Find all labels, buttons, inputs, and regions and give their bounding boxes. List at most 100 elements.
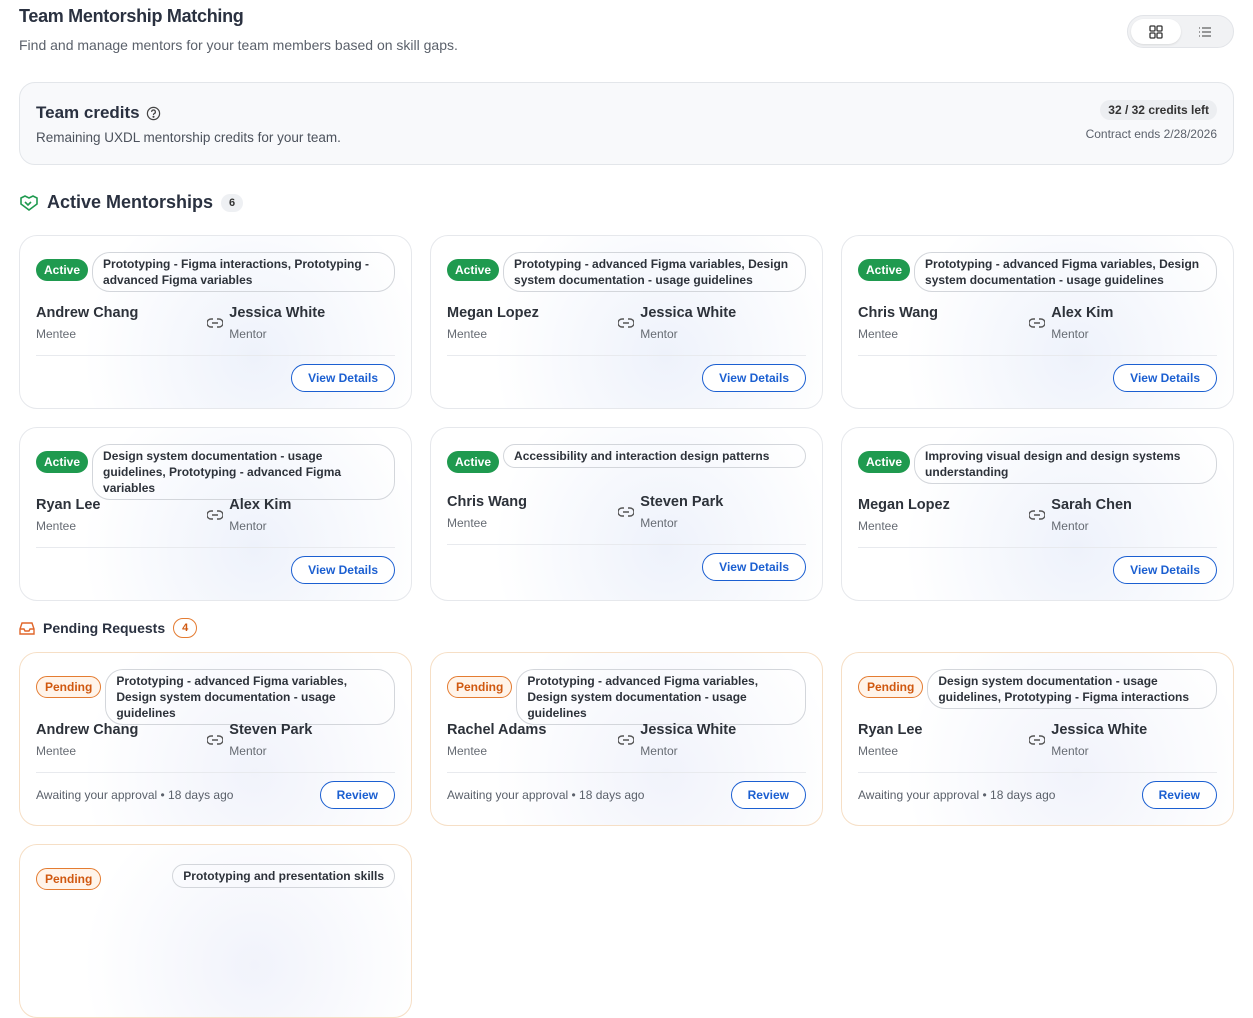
skills-tag: Design system documentation - usage guid…	[92, 444, 395, 500]
active-grid: Active Prototyping - Figma interactions, …	[19, 235, 1234, 601]
view-toggle	[1127, 15, 1234, 48]
mentor-role: Mentor	[640, 744, 678, 758]
action-button[interactable]: View Details	[291, 364, 395, 392]
count-badge: 4	[173, 618, 198, 638]
list-view-button[interactable]	[1181, 19, 1231, 44]
mentor-name: Jessica White	[1051, 722, 1148, 738]
inbox-icon	[19, 622, 35, 635]
people-row: Andrew Chang Mentee Jessica White Mentor	[36, 305, 395, 341]
link-icon	[1029, 318, 1046, 328]
skills-tag: Improving visual design and design syste…	[914, 444, 1217, 484]
mentor-name: Jessica White	[640, 722, 737, 738]
mentor: Sarah Chen Mentor	[1051, 497, 1217, 533]
mentor-name: Alex Kim	[229, 497, 292, 513]
mentorship-card: Active Improving visual design and design…	[841, 427, 1234, 601]
action-button[interactable]: View Details	[1113, 364, 1217, 392]
card-footer: View Details	[858, 355, 1217, 392]
mentee-role: Mentee	[858, 327, 899, 341]
card-footer: View Details	[447, 355, 806, 392]
people-row: Chris Wang Mentee Steven Park Mentor	[447, 494, 806, 530]
link	[1024, 318, 1052, 328]
mentor: Jessica White Mentor	[640, 305, 806, 341]
action-button[interactable]: View Details	[702, 553, 806, 581]
status-badge: Pending	[858, 676, 924, 698]
mentee: Ryan Lee Mentee	[858, 722, 1024, 758]
count-badge: 6	[221, 193, 244, 212]
people-row: Ryan Lee Mentee Jessica White Mentor	[858, 722, 1217, 758]
mentor-role: Mentor	[640, 516, 678, 530]
handshake-icon	[20, 194, 38, 211]
mentee: Rachel Adams Mentee	[447, 722, 613, 758]
link-icon	[618, 507, 635, 517]
status-badge: Active	[447, 259, 500, 281]
action-button[interactable]: View Details	[291, 556, 395, 584]
mentee-name: Andrew Chang	[36, 722, 139, 738]
mentee-name: Chris Wang	[447, 494, 528, 510]
action-button[interactable]: Review	[730, 781, 806, 809]
contract-end: Contract ends 2/28/2026	[1085, 127, 1217, 141]
active-heading: Active Mentorships 6	[19, 192, 244, 213]
mentorship-card: Pending Design system documentation - usa…	[841, 652, 1234, 826]
mentor: Steven Park Mentor	[229, 722, 395, 758]
credits-panel: Team credits Remaining UXDL mentorship c…	[19, 82, 1234, 165]
mentor-name: Alex Kim	[1051, 305, 1114, 321]
action-button[interactable]: View Details	[1113, 556, 1217, 584]
link-icon	[1029, 510, 1046, 520]
mentor-name: Sarah Chen	[1051, 497, 1132, 513]
mentee-name: Andrew Chang	[36, 305, 139, 321]
page-title: Team Mentorship Matching	[19, 6, 244, 26]
action-button[interactable]: Review	[319, 781, 395, 809]
link-icon	[207, 735, 224, 745]
mentee-role: Mentee	[447, 516, 488, 530]
mentee-role: Mentee	[858, 519, 899, 533]
card-footer: View Details	[36, 547, 395, 584]
mentorship-card: Active Prototyping - advanced Figma varia…	[430, 235, 823, 409]
status-note: Awaiting your approval • 18 days ago	[36, 788, 234, 802]
mentor-name: Steven Park	[640, 494, 724, 510]
link-icon	[1029, 735, 1046, 745]
mentee-role: Mentee	[447, 327, 488, 341]
card-header: Active Design system documentation - usag…	[36, 444, 395, 500]
status-badge: Pending	[36, 676, 102, 698]
help-icon[interactable]	[146, 106, 161, 121]
action-button[interactable]: View Details	[702, 364, 806, 392]
people-row: Ryan Lee Mentee Alex Kim Mentor	[36, 497, 395, 533]
skills-tag: Prototyping - Figma interactions, Protot…	[92, 252, 395, 292]
card-footer: View Details	[447, 544, 806, 581]
people-row: Megan Lopez Mentee Jessica White Mentor	[447, 305, 806, 341]
section-title: Pending Requests	[43, 620, 166, 636]
link-icon	[618, 318, 635, 328]
action-button[interactable]: Review	[1141, 781, 1217, 809]
status-note: Awaiting your approval • 18 days ago	[447, 788, 645, 802]
mentor: Alex Kim Mentor	[1051, 305, 1217, 341]
mentee-name: Megan Lopez	[447, 305, 539, 321]
card-header: Pending Prototyping and presentation skil…	[36, 861, 395, 890]
people-row: Megan Lopez Mentee Sarah Chen Mentor	[858, 497, 1217, 533]
link	[613, 735, 641, 745]
link-icon	[618, 735, 635, 745]
card-header: Pending Prototyping - advanced Figma vari…	[447, 669, 806, 725]
mentor-role: Mentor	[229, 327, 267, 341]
status-badge: Pending	[447, 676, 513, 698]
mentor: Alex Kim Mentor	[229, 497, 395, 533]
card-header: Active Improving visual design and design…	[858, 444, 1217, 484]
people-row: Andrew Chang Mentee Steven Park Mentor	[36, 722, 395, 758]
mentee-role: Mentee	[36, 744, 77, 758]
card-header: Pending Prototyping - advanced Figma vari…	[36, 669, 395, 725]
pending-heading: Pending Requests 4	[19, 618, 198, 638]
link	[202, 735, 230, 745]
mentor: Jessica White Mentor	[229, 305, 395, 341]
mentor: Steven Park Mentor	[640, 494, 806, 530]
mentee-name: Rachel Adams	[447, 722, 547, 738]
people-row: Chris Wang Mentee Alex Kim Mentor	[858, 305, 1217, 341]
skills-tag: Prototyping - advanced Figma variables, …	[105, 669, 395, 725]
mentee-role: Mentee	[36, 519, 77, 533]
mentor-role: Mentor	[640, 327, 678, 341]
mentee: Ryan Lee Mentee	[36, 497, 202, 533]
people-row: Rachel Adams Mentee Jessica White Mentor	[447, 722, 806, 758]
status-badge: Pending	[36, 868, 102, 890]
mentor: Jessica White Mentor	[1051, 722, 1217, 758]
mentorship-card: Active Design system documentation - usag…	[19, 427, 412, 601]
mentee: Megan Lopez Mentee	[447, 305, 613, 341]
grid-view-button[interactable]	[1131, 19, 1181, 44]
